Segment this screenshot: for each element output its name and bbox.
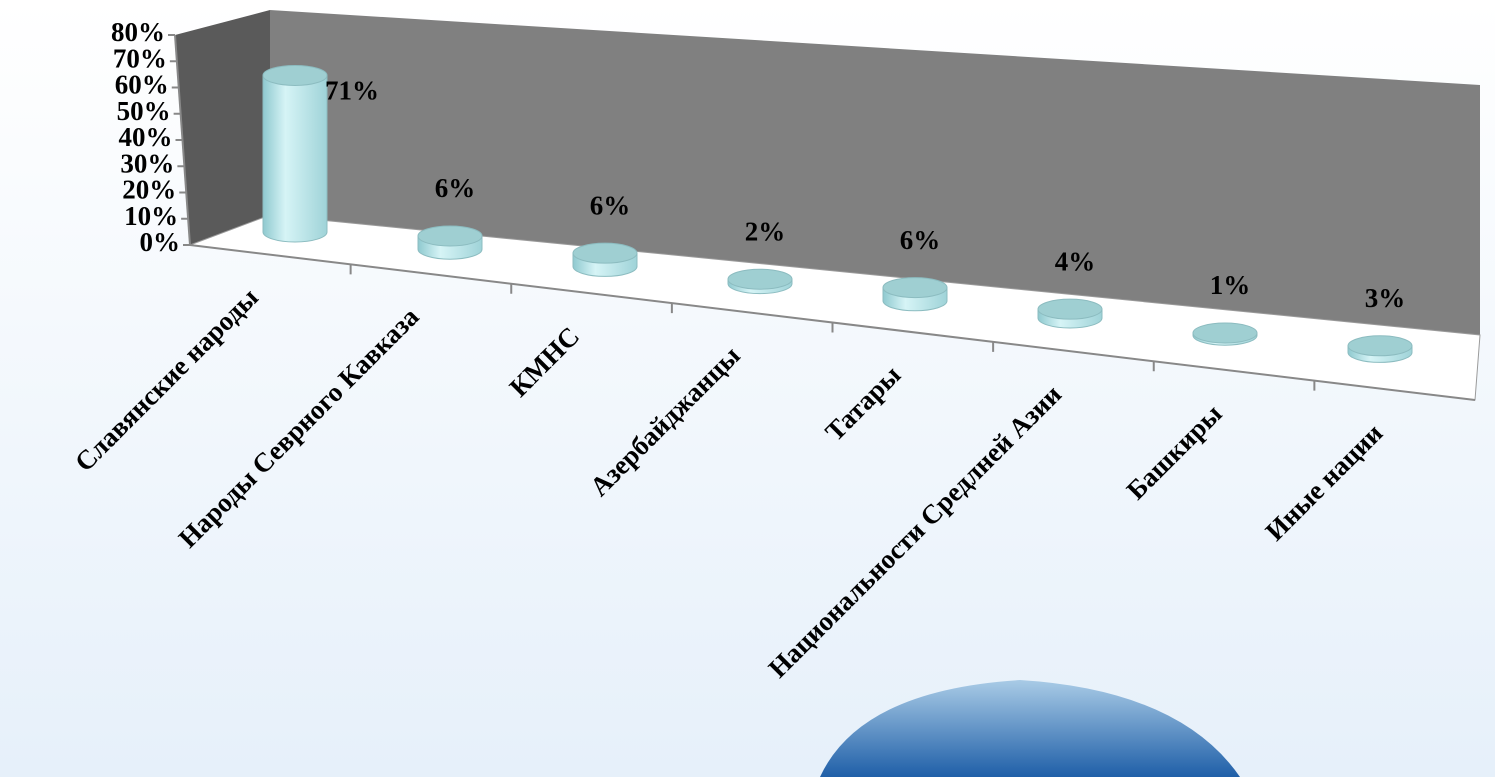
value-label: 4% <box>1055 246 1096 276</box>
y-tick-label: 40% <box>119 122 173 152</box>
bar-top <box>262 64 328 86</box>
y-tick-label: 50% <box>117 96 171 126</box>
value-label: 6% <box>590 190 631 220</box>
y-tick-label: 20% <box>122 175 176 205</box>
bar-top <box>572 242 638 264</box>
bar <box>727 268 793 295</box>
value-label: 2% <box>745 216 786 246</box>
y-tick-label: 30% <box>120 148 174 178</box>
value-label: 1% <box>1210 270 1251 300</box>
bar-top <box>417 225 483 247</box>
bar <box>417 225 483 260</box>
bar <box>1037 298 1103 329</box>
y-tick-label: 10% <box>124 201 178 231</box>
value-label: 3% <box>1365 283 1406 313</box>
logo <box>820 680 1240 777</box>
back-wall <box>270 10 1480 335</box>
bar-body <box>262 74 328 243</box>
bar-top <box>1192 322 1258 344</box>
bar-top <box>1037 298 1103 320</box>
bar <box>262 64 328 243</box>
value-label: 6% <box>900 225 941 255</box>
bar-top <box>1347 335 1413 357</box>
y-tick-label: 60% <box>115 70 169 100</box>
bar <box>572 242 638 277</box>
y-tick-label: 80% <box>111 17 165 47</box>
bar <box>1347 335 1413 363</box>
bar <box>1192 322 1258 346</box>
y-tick-label: 70% <box>113 43 167 73</box>
bar <box>882 277 948 312</box>
value-label: 71% <box>325 76 379 106</box>
value-label: 6% <box>435 173 476 203</box>
y-tick-label: 0% <box>140 227 181 257</box>
bar-top <box>727 268 793 290</box>
side-wall <box>175 10 270 245</box>
bar-top <box>882 277 948 299</box>
